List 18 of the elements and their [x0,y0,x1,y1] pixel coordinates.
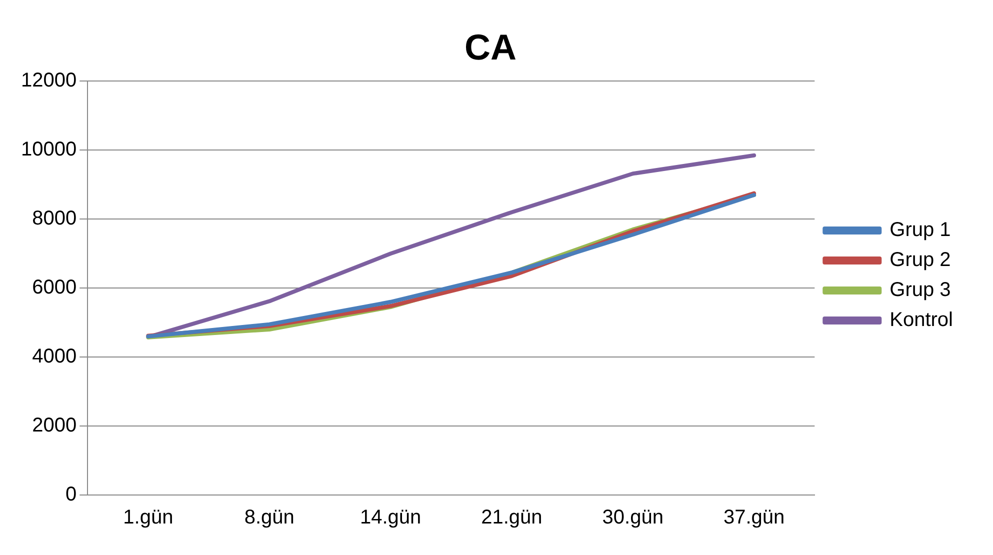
x-tick-label: 30.gün [602,506,664,529]
x-tick-label: 21.gün [481,506,542,529]
x-tick-label: 8.gün [244,506,294,529]
legend-label: Grup 2 [890,249,951,272]
x-tick-label: 14.gün [360,506,422,529]
legend-label: Kontrol [890,309,954,332]
y-tick-label: 12000 [20,70,77,92]
y-tick-label: 10000 [20,138,77,161]
legend-label: Grup 1 [890,219,951,242]
chart-title: CA [464,26,516,68]
y-tick-label: 2000 [32,414,77,437]
x-tick-label: 1.gün [123,506,174,529]
y-tick-label: 6000 [32,276,77,299]
x-tick-label: 37.gün [723,506,785,529]
y-tick-label: 0 [65,484,77,506]
y-tick-label: 8000 [32,208,77,230]
y-tick-label: 4000 [32,346,77,368]
legend-label: Grup 3 [890,279,951,302]
